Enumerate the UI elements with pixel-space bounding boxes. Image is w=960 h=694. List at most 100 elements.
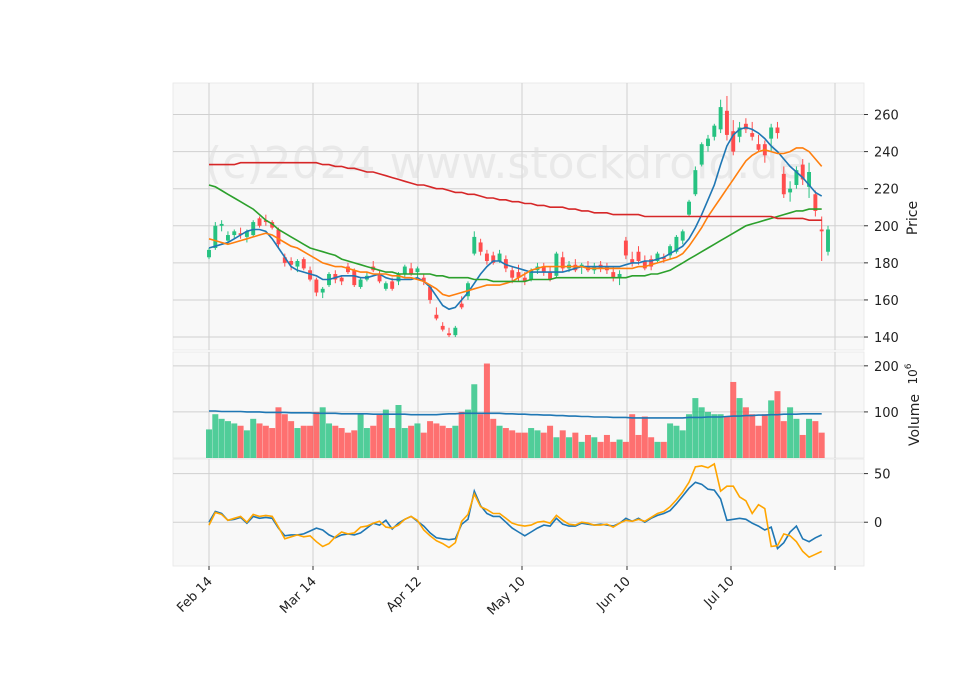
candle-body	[668, 246, 673, 256]
volume-tick-label: 100	[874, 406, 899, 421]
volume-bar	[326, 423, 333, 458]
volume-bar	[420, 432, 427, 458]
volume-bar	[616, 439, 623, 458]
candle-body	[377, 273, 382, 282]
candle-body	[484, 253, 489, 261]
candle-body	[251, 222, 256, 236]
candle-body	[617, 273, 622, 278]
candle-body	[396, 273, 401, 282]
price-axis-label: Price	[905, 201, 921, 235]
volume-bar	[218, 418, 225, 458]
volume-bar	[742, 407, 749, 458]
volume-bar	[528, 428, 535, 458]
volume-bar	[723, 416, 730, 458]
candle-body	[459, 303, 464, 308]
candle-body	[434, 314, 439, 319]
volume-bar	[603, 434, 610, 458]
price-tick-label: 180	[874, 257, 899, 272]
oscillator-tick-label: 50	[874, 468, 891, 483]
candle-body	[674, 236, 679, 252]
volume-bar	[648, 437, 655, 458]
candle-body	[560, 257, 565, 269]
x-tick-label: May 10	[485, 574, 529, 618]
volume-bar	[635, 434, 642, 458]
volume-bar	[294, 428, 301, 458]
candle-body	[497, 253, 502, 261]
candle-body	[522, 277, 527, 282]
volume-bar	[774, 391, 781, 458]
ma-line-short	[208, 126, 823, 311]
oscillator-tick-label: 0	[874, 516, 882, 531]
candle-body	[421, 277, 426, 282]
candle-body	[510, 270, 515, 278]
candle-body	[289, 261, 294, 265]
candle-body	[358, 279, 363, 287]
candle-body	[781, 173, 786, 195]
ma-line-long	[208, 184, 822, 283]
candle-body	[415, 268, 420, 273]
price-tick-label: 220	[874, 183, 899, 198]
volume-bar	[667, 423, 674, 458]
candle-body	[769, 127, 774, 139]
candle-body	[794, 170, 799, 185]
x-tick-label: Jun 10	[594, 574, 634, 614]
volume-bar	[540, 432, 547, 458]
candle-body	[636, 251, 641, 261]
candle-body	[750, 133, 755, 137]
volume-bar	[307, 425, 314, 458]
x-tick-label: Mar 14	[277, 574, 320, 617]
candle-body	[276, 229, 281, 245]
volume-bar	[250, 418, 257, 458]
ma-line-200	[209, 161, 822, 221]
volume-bar	[269, 428, 276, 458]
candle-body	[219, 223, 224, 226]
candle-body	[333, 273, 338, 280]
volume-bar	[787, 407, 794, 458]
price-tick-label: 140	[874, 331, 899, 346]
candle-body	[731, 131, 736, 152]
candle-body	[775, 127, 780, 134]
volume-bar	[433, 423, 440, 458]
price-tick-label: 260	[874, 109, 899, 124]
volume-bar	[262, 425, 269, 458]
candle-body	[788, 188, 793, 193]
volume-bar	[547, 425, 554, 458]
candle-body	[548, 272, 553, 280]
candle-body	[712, 125, 717, 137]
volume-bar	[446, 428, 453, 458]
volume-bar	[686, 414, 693, 458]
candle-body	[687, 201, 691, 215]
candle-body	[472, 236, 477, 254]
candle-body	[207, 249, 211, 258]
volume-bar	[502, 428, 509, 458]
candle-body	[642, 261, 647, 269]
volume-bar	[553, 437, 560, 458]
candle-body	[390, 281, 395, 289]
volume-bar	[464, 409, 471, 458]
volume-bar	[597, 441, 604, 458]
candle-body	[295, 261, 300, 267]
volume-bar	[572, 432, 579, 458]
candle-body	[611, 272, 616, 278]
volume-bar	[256, 423, 263, 458]
volume-bar	[717, 414, 724, 458]
volume-bar	[509, 430, 516, 458]
volume-bar	[692, 398, 699, 458]
oscillator-line-signal	[208, 462, 823, 559]
volume-bar	[704, 411, 711, 458]
candle-body	[623, 240, 628, 256]
volume-bar	[559, 430, 566, 458]
candle-body	[718, 107, 723, 130]
volume-bar	[793, 418, 800, 458]
volume-bar	[338, 428, 345, 458]
volume-bar	[439, 425, 446, 458]
candle-body	[554, 253, 559, 276]
candle-body	[649, 259, 654, 267]
volume-bar	[344, 432, 351, 458]
x-tick-label: Jul 10	[701, 574, 738, 611]
candle-body	[680, 231, 685, 241]
candle-body	[693, 170, 698, 195]
volume-bar	[698, 407, 705, 458]
candle-body	[320, 288, 325, 293]
